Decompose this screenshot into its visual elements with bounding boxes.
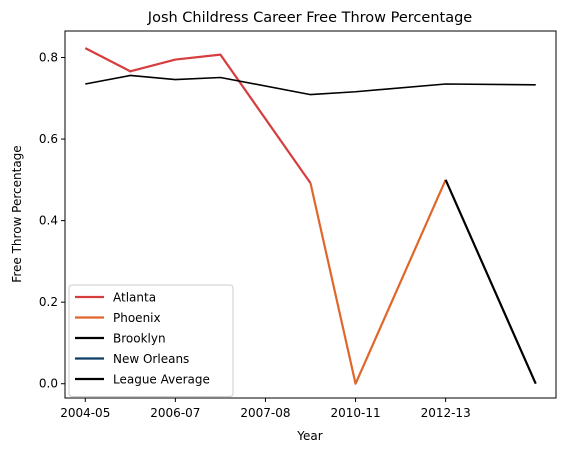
y-tick-label: 0.2 (39, 295, 58, 309)
chart-title: Josh Childress Career Free Throw Percent… (147, 10, 472, 26)
legend-label: Phoenix (113, 311, 161, 325)
x-axis-label: Year (296, 429, 322, 443)
series-line-league-average (85, 74, 536, 96)
x-tick-label: 2006-07 (150, 406, 200, 420)
axis-layer: 2004-05 2006-07 2007-08 2010-11 2012-13 0.0 0.… (39, 51, 471, 420)
y-axis-label: Free Throw Percentage (10, 145, 24, 282)
x-tick-label: 2004-05 (60, 406, 110, 420)
legend-label: New Orleans (113, 352, 189, 366)
legend: Atlanta Phoenix Brooklyn New Orleans League … (68, 284, 234, 397)
legend-label: Atlanta (113, 291, 156, 305)
legend-label: League Average (113, 373, 210, 387)
x-tick-label: 2010-11 (330, 406, 380, 420)
y-tick-label: 0.8 (39, 51, 58, 65)
y-tick-label: 0.0 (39, 377, 58, 391)
series-layer (84, 47, 537, 385)
y-tick-label: 0.4 (39, 214, 58, 228)
series-line-phoenix (309, 179, 447, 385)
x-tick-label: 2012-13 (421, 406, 471, 420)
series-line-atlanta (84, 47, 312, 184)
y-tick-label: 0.6 (39, 132, 58, 146)
legend-label: Brooklyn (113, 332, 166, 346)
x-tick-label: 2007-08 (240, 406, 290, 420)
legend-box (68, 284, 234, 397)
series-line-brooklyn (444, 179, 537, 385)
